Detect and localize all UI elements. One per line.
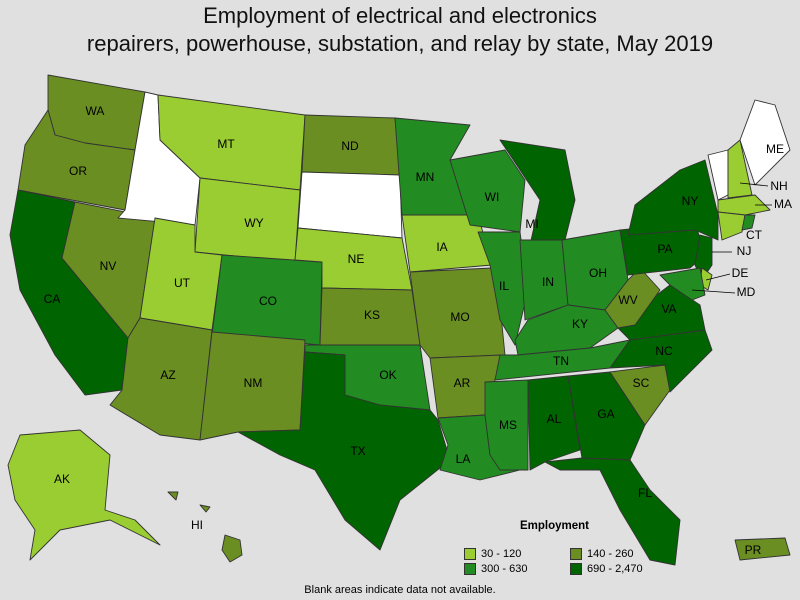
legend-item-2: 140 - 260	[570, 548, 633, 560]
state-SD	[297, 171, 403, 239]
state-label-AK: AK	[54, 472, 70, 486]
state-HI	[167, 491, 243, 563]
state-NY	[627, 159, 719, 241]
state-label-MS: MS	[499, 418, 517, 432]
state-AL	[527, 375, 581, 471]
legend-swatch-1	[464, 548, 476, 560]
state-label-FL: FL	[638, 486, 652, 500]
state-label-MI: MI	[525, 217, 538, 231]
state-label-WY: WY	[244, 216, 263, 230]
leader-MD	[691, 289, 736, 294]
state-label-WV: WV	[618, 293, 637, 307]
state-label-SC: SC	[633, 376, 650, 390]
state-label-MO: MO	[450, 310, 469, 324]
state-label-IN: IN	[542, 275, 554, 289]
state-label-WA: WA	[86, 104, 105, 118]
state-label-PA: PA	[657, 242, 672, 256]
state-label-WI: WI	[485, 190, 500, 204]
state-label-KS: KS	[364, 308, 380, 322]
state-label-AZ: AZ	[160, 368, 175, 382]
state-label-OH: OH	[589, 266, 607, 280]
legend-label-2: 140 - 260	[587, 548, 634, 560]
state-label-CT: CT	[746, 228, 763, 242]
state-label-CO: CO	[259, 294, 277, 308]
legend-label-3: 300 - 630	[481, 563, 528, 575]
state-label-VA: VA	[661, 302, 676, 316]
state-RI	[741, 214, 756, 231]
state-FL	[544, 457, 681, 566]
leader-DE	[705, 273, 731, 281]
legend-swatch-3	[464, 563, 476, 575]
state-label-NJ: NJ	[737, 244, 752, 258]
state-label-TX: TX	[350, 444, 365, 458]
state-label-NC: NC	[655, 344, 673, 358]
state-label-DE: DE	[732, 266, 749, 280]
state-AK	[7, 429, 161, 561]
map-legend: Employment 30 - 120 140 - 260 300 - 630 …	[462, 520, 662, 575]
state-ME	[739, 99, 791, 186]
state-label-CA: CA	[44, 292, 61, 306]
legend-item-4: 690 - 2,470	[570, 563, 643, 575]
state-label-UT: UT	[174, 276, 191, 290]
state-WI	[449, 149, 526, 233]
state-label-LA: LA	[456, 452, 471, 466]
state-label-HI: HI	[191, 518, 203, 532]
state-label-IL: IL	[499, 279, 509, 293]
legend-title: Employment	[520, 520, 590, 532]
legend-swatch-4	[570, 563, 582, 575]
state-label-KY: KY	[572, 317, 588, 331]
state-MD	[659, 267, 706, 301]
legend-item-1: 30 - 120	[464, 548, 521, 560]
state-label-MN: MN	[416, 170, 435, 184]
state-label-GA: GA	[597, 407, 614, 421]
legend-item-3: 300 - 630	[464, 563, 527, 575]
footnote: Blank areas indicate data not available.	[304, 584, 496, 596]
state-label-MA: MA	[774, 197, 792, 211]
state-IL	[477, 231, 529, 346]
state-CT	[717, 211, 746, 241]
legend-label-4: 690 - 2,470	[587, 563, 643, 575]
state-label-NE: NE	[348, 252, 365, 266]
state-PR	[734, 537, 791, 561]
state-label-OR: OR	[69, 164, 87, 178]
state-GA	[567, 371, 646, 461]
state-label-IA: IA	[436, 240, 447, 254]
state-label-NV: NV	[100, 259, 117, 273]
state-WV	[604, 267, 661, 329]
title-line-2: repairers, powerhouse, substation, and r…	[86, 31, 714, 56]
state-label-OK: OK	[379, 368, 396, 382]
state-label-NY: NY	[682, 194, 699, 208]
state-label-TN: TN	[553, 354, 569, 368]
state-MA	[717, 194, 771, 216]
leader-NH	[739, 182, 769, 187]
state-label-ND: ND	[341, 139, 359, 153]
map-title: Employment of electrical and electronics…	[0, 2, 800, 58]
legend-swatch-2	[570, 548, 582, 560]
state-label-AR: AR	[454, 376, 471, 390]
state-label-NH: NH	[770, 179, 787, 193]
state-label-NM: NM	[244, 376, 263, 390]
state-label-AL: AL	[547, 412, 562, 426]
title-line-1: Employment of electrical and electronics	[203, 3, 597, 28]
legend-label-1: 30 - 120	[481, 548, 522, 560]
state-label-MD: MD	[737, 285, 756, 299]
state-label-PR: PR	[745, 543, 762, 557]
state-label-ME: ME	[766, 142, 784, 156]
state-label-MT: MT	[217, 137, 235, 151]
state-TX	[237, 351, 451, 551]
